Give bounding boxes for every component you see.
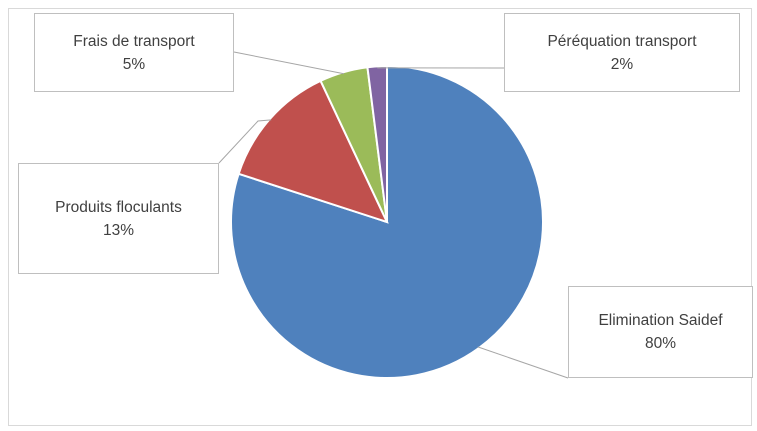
data-label-category: Frais de transport <box>73 32 195 50</box>
data-label-perequation-transport: Péréquation transport 2% <box>504 13 740 92</box>
leader-line-frais-de-transport <box>233 51 344 75</box>
leader-lines <box>218 51 569 379</box>
data-label-percent: 5% <box>122 55 146 73</box>
data-label-elimination-saidef: Elimination Saidef 80% <box>568 286 753 378</box>
data-label-category: Elimination Saidef <box>598 312 723 329</box>
leader-line-elimination-saidef <box>477 346 569 379</box>
leader-line-produits-floculants <box>218 119 272 164</box>
data-label-frais-de-transport: Frais de transport 5% <box>34 13 234 92</box>
pie-slice-produits-floculants <box>237 79 389 224</box>
data-label-percent: 13% <box>102 221 135 239</box>
data-label-percent: 80% <box>644 335 677 352</box>
pie-slice-perequation-transport <box>366 64 388 223</box>
data-label-percent: 2% <box>610 55 634 73</box>
data-label-category: Produits floculants <box>55 198 182 216</box>
pie-slices <box>230 64 544 379</box>
data-label-produits-floculants: Produits floculants 13% <box>18 163 219 274</box>
data-label-category: Péréquation transport <box>547 32 697 50</box>
